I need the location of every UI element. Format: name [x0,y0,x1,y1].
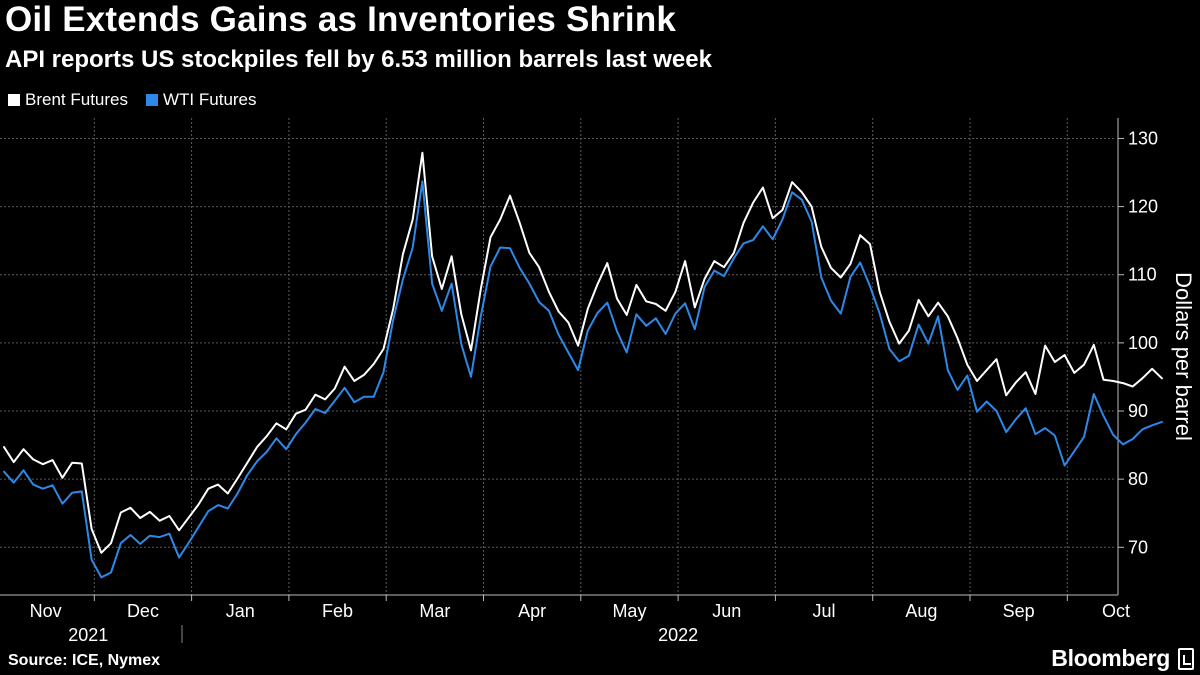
x-month-label: May [612,601,646,621]
x-month-label: Oct [1102,601,1130,621]
x-month-label: Dec [127,601,159,621]
series-line-wti [3,180,1163,579]
x-month-label: Jan [226,601,255,621]
x-month-label: Sep [1003,601,1035,621]
y-tick-label: 130 [1128,128,1158,148]
legend-label-brent: Brent Futures [25,90,128,109]
x-year-label: 2021 [68,625,108,645]
legend-item-brent: Brent Futures [8,90,128,110]
y-tick-label: 90 [1128,401,1148,421]
x-month-label: Jul [813,601,836,621]
x-month-label: Feb [322,601,353,621]
x-month-label: Apr [518,601,546,621]
y-tick-label: 80 [1128,469,1148,489]
legend: Brent Futures WTI Futures [8,90,257,110]
logo-text: Bloomberg [1051,645,1170,671]
x-year-label: 2022 [658,625,698,645]
chart-subtitle: API reports US stockpiles fell by 6.53 m… [5,46,712,73]
legend-swatch-wti [146,94,158,106]
x-month-label: Aug [905,601,937,621]
legend-swatch-brent [8,94,20,106]
x-month-label: Mar [419,601,450,621]
legend-label-wti: WTI Futures [163,90,257,109]
y-tick-label: 120 [1128,197,1158,217]
chart-title: Oil Extends Gains as Inventories Shrink [5,0,677,39]
source-note: Source: ICE, Nymex [8,652,161,669]
x-month-label: Jun [712,601,741,621]
y-tick-label: 100 [1128,333,1158,353]
y-tick-label: 70 [1128,537,1148,557]
y-axis-title: Dollars per barrel [1171,272,1196,441]
x-month-label: Nov [30,601,62,621]
legend-item-wti: WTI Futures [146,90,257,110]
bloomberg-logo: Bloomberg [1051,645,1194,672]
series-line-brent [3,151,1163,554]
y-tick-label: 110 [1128,265,1157,285]
chart-logo-icon [1178,647,1194,670]
